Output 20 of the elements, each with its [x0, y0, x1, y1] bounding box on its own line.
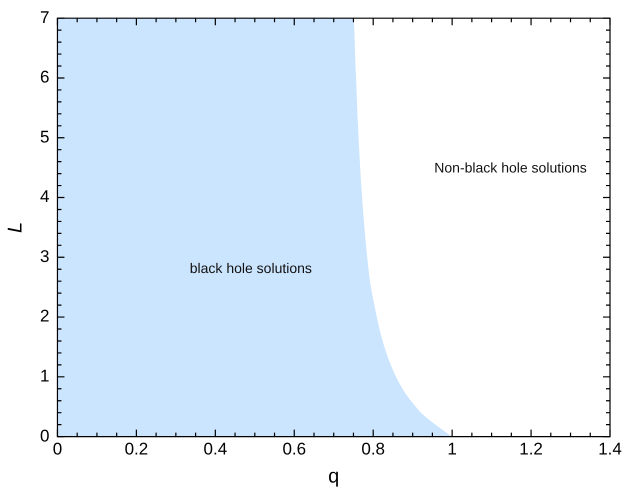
y-tick-label: 3: [40, 246, 50, 266]
y-tick-label: 1: [40, 366, 50, 386]
y-tick-label: 4: [40, 187, 50, 206]
y-tick-label: 7: [40, 8, 50, 27]
x-tick-label: 1.2: [519, 439, 543, 458]
y-tick-label: 6: [40, 68, 50, 87]
y-axis-title: L: [4, 222, 27, 233]
y-tick-label: 2: [40, 306, 50, 326]
annotation: black hole solutions: [190, 260, 312, 276]
x-tick-label: 1: [447, 439, 457, 458]
x-tick-label: 0: [52, 439, 62, 458]
x-tick-label: 0.6: [282, 439, 306, 458]
x-tick-label: 0.2: [124, 439, 148, 458]
x-tick-label: 0.8: [361, 439, 386, 458]
x-axis-title: q: [328, 466, 340, 488]
x-tick-label: 1.4: [598, 439, 622, 458]
annotation: Non-black hole solutions: [434, 160, 587, 176]
y-tick-label: 0: [40, 426, 50, 446]
x-tick-label: 0.4: [204, 439, 228, 458]
y-tick-label: 5: [40, 127, 50, 146]
